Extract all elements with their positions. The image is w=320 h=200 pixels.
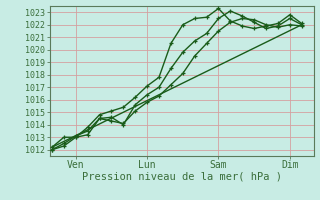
- X-axis label: Pression niveau de la mer( hPa ): Pression niveau de la mer( hPa ): [82, 172, 282, 182]
